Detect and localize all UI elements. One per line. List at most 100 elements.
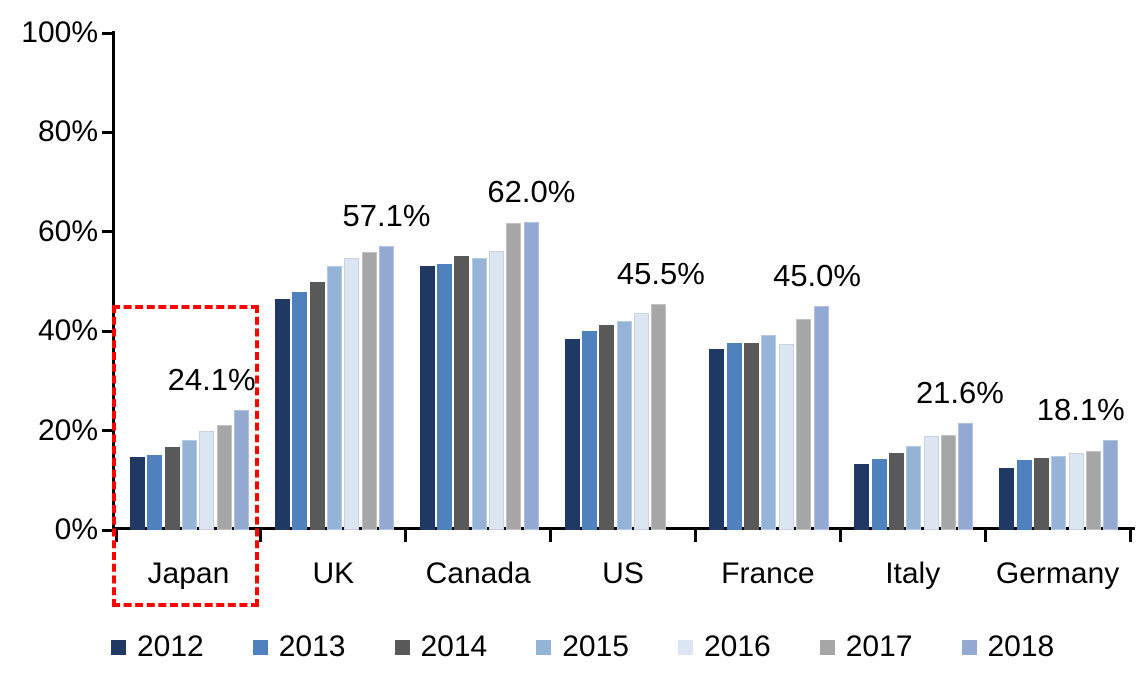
bar-italy-2014 xyxy=(889,453,904,530)
y-axis-label-80pct: 80% xyxy=(37,115,98,149)
bar-germany-2012 xyxy=(999,467,1015,530)
legend: 2012 2013 2014 2015 2016 2017 2018 xyxy=(111,630,1054,664)
bar-uk-2016 xyxy=(344,257,360,530)
y-axis-label-0pct: 0% xyxy=(54,513,98,546)
data-label-france: 45.0% xyxy=(773,258,861,294)
bar-uk-2017 xyxy=(361,252,377,530)
bar-canada-2013 xyxy=(437,264,453,530)
legend-item-2017: 2017 xyxy=(819,630,913,664)
legend-label-2016: 2016 xyxy=(704,630,771,663)
x-tick-1 xyxy=(259,530,263,542)
legend-swatch-2016 xyxy=(678,639,693,655)
x-tick-0 xyxy=(114,530,118,542)
bar-canada-2014 xyxy=(454,255,470,530)
data-label-us: 45.5% xyxy=(616,255,705,291)
legend-label-2018: 2018 xyxy=(987,630,1055,663)
bar-us-2014 xyxy=(599,325,615,530)
bar-canada-2012 xyxy=(419,266,435,530)
y-tick-20pct xyxy=(102,429,113,433)
bar-canada-2017 xyxy=(506,223,522,530)
bar-uk-2013 xyxy=(292,292,308,530)
legend-item-2015: 2015 xyxy=(536,630,629,664)
bar-canada-2018 xyxy=(523,221,539,530)
category-label-uk: UK xyxy=(312,557,355,590)
data-label-canada: 62.0% xyxy=(487,173,576,209)
bar-germany-2014 xyxy=(1033,458,1049,530)
legend-swatch-2018 xyxy=(961,639,977,655)
bar-us-2016 xyxy=(633,312,649,530)
bar-germany-2013 xyxy=(1016,460,1032,530)
legend-label-2012: 2012 xyxy=(137,630,204,663)
legend-swatch-2014 xyxy=(394,639,410,655)
x-tick-7 xyxy=(1128,530,1132,542)
bar-japan-2018 xyxy=(234,410,250,530)
legend-label-2015: 2015 xyxy=(562,630,629,663)
legend-label-2013: 2013 xyxy=(278,630,346,663)
category-label-canada: Canada xyxy=(425,557,531,590)
bar-germany-2017 xyxy=(1085,450,1101,530)
bar-uk-2012 xyxy=(274,298,290,530)
bar-france-2012 xyxy=(709,349,725,530)
bar-france-2018 xyxy=(813,306,829,530)
bar-france-2017 xyxy=(796,319,812,530)
legend-item-2012: 2012 xyxy=(111,630,204,664)
category-label-france: France xyxy=(721,557,815,590)
legend-swatch-2012 xyxy=(111,639,126,655)
bar-canada-2015 xyxy=(471,257,487,530)
legend-item-2018: 2018 xyxy=(961,630,1055,664)
bar-france-2013 xyxy=(726,342,742,530)
category-label-germany: Germany xyxy=(995,557,1120,590)
data-label-italy: 21.6% xyxy=(915,374,1004,410)
category-label-italy: Italy xyxy=(885,557,941,590)
data-label-japan: 24.1% xyxy=(167,362,256,398)
legend-item-2016: 2016 xyxy=(678,630,771,664)
bar-italy-2017 xyxy=(941,434,957,530)
data-label-uk: 57.1% xyxy=(342,198,431,234)
bar-japan-2012 xyxy=(130,456,145,530)
legend-swatch-2017 xyxy=(819,639,835,655)
bar-us-2015 xyxy=(616,320,632,530)
bar-japan-2016 xyxy=(199,430,215,530)
bar-uk-2015 xyxy=(326,266,342,530)
x-tick-6 xyxy=(983,530,987,542)
category-label-japan: Japan xyxy=(147,557,230,590)
bar-france-2015 xyxy=(761,334,777,530)
y-tick-80pct xyxy=(102,130,113,134)
bar-japan-2014 xyxy=(164,447,180,530)
y-axis-label-40pct: 40% xyxy=(37,314,98,348)
bar-uk-2018 xyxy=(378,246,394,530)
legend-swatch-2013 xyxy=(252,639,268,655)
bar-canada-2016 xyxy=(489,250,505,530)
bar-germany-2016 xyxy=(1068,452,1084,530)
bar-uk-2014 xyxy=(309,281,325,530)
y-axis-label-60pct: 60% xyxy=(37,214,98,248)
legend-item-2013: 2013 xyxy=(252,630,346,664)
bar-us-2017 xyxy=(651,303,667,530)
japan-highlight-dashed-box xyxy=(112,305,259,607)
y-tick-40pct xyxy=(102,329,113,333)
x-tick-3 xyxy=(549,530,553,542)
data-label-germany: 18.1% xyxy=(1036,392,1125,428)
y-tick-100pct xyxy=(102,31,113,35)
bar-italy-2012 xyxy=(854,463,870,530)
bar-germany-2018 xyxy=(1103,440,1119,530)
y-axis-label-100pct: 100% xyxy=(21,16,98,49)
x-tick-5 xyxy=(838,530,842,542)
category-label-us: US xyxy=(602,557,644,590)
bar-germany-2015 xyxy=(1051,455,1067,530)
x-tick-4 xyxy=(693,530,697,542)
legend-swatch-2015 xyxy=(536,639,552,655)
bar-us-2013 xyxy=(581,330,597,530)
bar-italy-2018 xyxy=(958,422,974,530)
bar-italy-2013 xyxy=(871,459,887,530)
bar-japan-2017 xyxy=(216,425,232,530)
bar-france-2014 xyxy=(744,342,760,530)
legend-label-2014: 2014 xyxy=(420,630,488,663)
y-axis-label-20pct: 20% xyxy=(37,413,98,447)
legend-label-2017: 2017 xyxy=(845,630,913,663)
y-tick-0pct xyxy=(102,528,113,532)
bar-france-2016 xyxy=(778,344,794,530)
bar-japan-2015 xyxy=(182,440,198,530)
bar-italy-2016 xyxy=(923,436,939,530)
